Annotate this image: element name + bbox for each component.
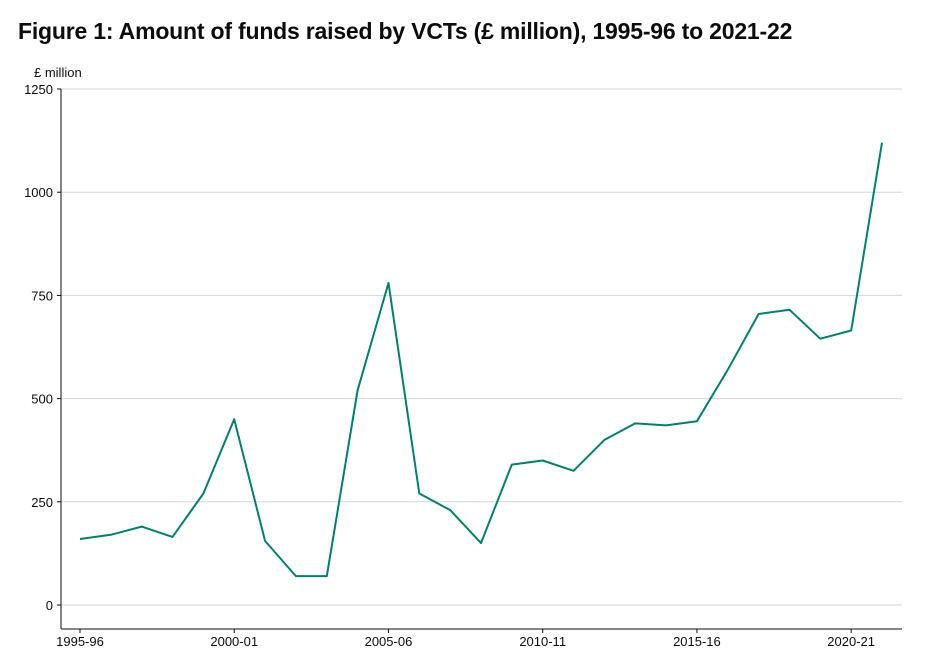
- y-tick-labels: 0 250 500 750 1000 1250: [24, 82, 53, 613]
- y-axis-label: £ million: [34, 65, 82, 80]
- x-tick-labels: 1995-96 2000-01 2005-06 2010-11 2015-16 2020-…: [56, 634, 875, 649]
- x-tick-label: 1995-96: [56, 634, 104, 649]
- x-tick-label: 2010-11: [519, 634, 566, 649]
- x-tick-label: 2000-01: [210, 634, 258, 649]
- y-tick-label: 750: [31, 288, 53, 303]
- chart-title: Figure 1: Amount of funds raised by VCTs…: [18, 18, 793, 44]
- x-tick-label: 2020-21: [827, 634, 875, 649]
- series-line: [79, 142, 883, 578]
- axes: [57, 88, 902, 633]
- x-tick-label: 2005-06: [365, 634, 413, 649]
- y-tick-label: 1250: [24, 82, 53, 97]
- x-tick-label: 2015-16: [673, 634, 721, 649]
- series: [79, 142, 883, 578]
- y-tick-label: 1000: [24, 185, 53, 200]
- gridlines: [61, 88, 902, 606]
- y-tick-label: 500: [31, 392, 53, 407]
- y-tick-label: 0: [46, 598, 53, 613]
- y-tick-label: 250: [31, 495, 53, 510]
